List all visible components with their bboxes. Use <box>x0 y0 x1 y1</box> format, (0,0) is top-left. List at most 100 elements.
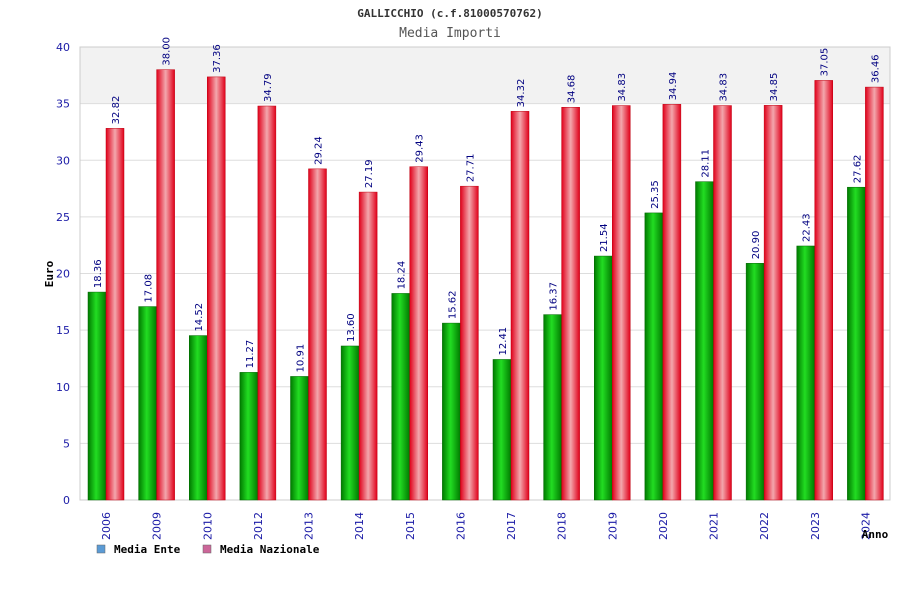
x-tick-label: 2014 <box>353 512 366 540</box>
legend-label: Media Ente <box>114 543 181 556</box>
x-tick-label: 2022 <box>758 512 771 540</box>
data-label: 18.24 <box>397 261 408 290</box>
bar-media-ente <box>644 212 664 501</box>
x-tick-label: 2012 <box>252 512 265 540</box>
y-tick-label: 25 <box>56 211 70 224</box>
data-label: 29.43 <box>415 134 426 163</box>
y-tick-label: 15 <box>56 324 70 337</box>
bar-media-ente <box>189 335 208 501</box>
x-tick-label: 2015 <box>404 512 417 540</box>
chart-title: GALLICCHIO (c.f.81000570762) <box>357 7 542 20</box>
y-tick-label: 10 <box>56 381 70 394</box>
bar-media-ente <box>290 376 309 501</box>
bar-media-nazionale <box>358 191 378 501</box>
data-label: 34.85 <box>769 73 780 102</box>
data-label: 34.83 <box>617 73 628 102</box>
data-label: 27.19 <box>364 159 375 188</box>
data-label: 34.94 <box>668 72 679 101</box>
bar-media-ente <box>695 181 714 501</box>
data-label: 15.62 <box>447 290 458 319</box>
data-label: 27.71 <box>465 154 476 183</box>
bar-media-nazionale <box>409 166 428 501</box>
data-label: 34.83 <box>719 73 730 102</box>
bar-media-nazionale <box>257 105 277 501</box>
chart-subtitle: Media Importi <box>399 26 501 41</box>
y-tick-label: 40 <box>56 41 70 54</box>
data-label: 11.27 <box>245 340 256 369</box>
data-label: 12.41 <box>498 327 509 356</box>
bar-media-ente <box>492 359 512 501</box>
y-tick-label: 0 <box>63 494 70 507</box>
x-axis-label: Anno <box>862 528 889 541</box>
data-label: 38.00 <box>162 37 173 66</box>
x-tick-label: 2021 <box>708 512 721 540</box>
bar-media-nazionale <box>156 69 175 501</box>
x-tick-label: 2018 <box>556 512 569 540</box>
bar-media-nazionale <box>713 105 732 501</box>
bar-media-ente <box>796 245 815 501</box>
legend-label: Media Nazionale <box>220 543 320 556</box>
bar-media-nazionale <box>105 128 125 501</box>
bar-media-nazionale <box>207 76 226 501</box>
data-label: 17.08 <box>144 274 155 303</box>
data-label: 18.36 <box>93 259 104 288</box>
x-axis-ticks: 2006 2009 2010 2012 2013 2014 2015 2016 2017 2018… <box>100 512 872 540</box>
data-label: 27.62 <box>852 155 863 184</box>
data-label: 10.91 <box>296 344 307 373</box>
y-tick-label: 35 <box>56 98 70 111</box>
data-label: 29.24 <box>314 136 325 165</box>
x-tick-label: 2010 <box>201 512 214 540</box>
y-axis-label: Euro <box>43 260 56 287</box>
data-label: 37.05 <box>820 48 831 77</box>
data-label: 14.52 <box>194 303 205 332</box>
data-label: 13.60 <box>346 313 357 342</box>
bar-media-ente <box>543 314 562 501</box>
x-tick-label: 2016 <box>454 512 467 540</box>
plot-border <box>79 46 891 501</box>
bar-media-ente <box>847 186 866 501</box>
x-tick-label: 2017 <box>505 512 518 540</box>
x-tick-label: 2013 <box>303 512 316 540</box>
bar-media-ente <box>391 293 410 501</box>
data-label: 37.36 <box>212 44 223 73</box>
bar-media-ente <box>442 322 461 501</box>
bar-media-nazionale <box>814 80 833 501</box>
data-label: 34.79 <box>263 73 274 102</box>
legend-swatch <box>96 544 106 554</box>
bar-media-ente <box>594 255 613 501</box>
x-tick-label: 2009 <box>151 512 164 540</box>
legend-swatch <box>202 544 212 554</box>
x-tick-label: 2019 <box>606 512 619 540</box>
legend: Media Ente Media Nazionale <box>96 543 320 556</box>
data-label: 21.54 <box>599 223 610 252</box>
y-tick-label: 5 <box>63 437 70 450</box>
data-label: 28.11 <box>701 149 712 178</box>
bar-media-ente <box>340 345 360 501</box>
x-tick-label: 2023 <box>809 512 822 540</box>
bar-media-ente <box>239 372 259 501</box>
bar-media-ente <box>87 291 107 501</box>
data-label: 32.82 <box>111 96 122 125</box>
y-tick-label: 30 <box>56 154 70 167</box>
bar-media-nazionale <box>510 111 530 501</box>
data-label: 34.32 <box>516 79 527 108</box>
x-tick-label: 2020 <box>657 512 670 540</box>
x-tick-label: 2024 <box>859 512 872 540</box>
bar-media-nazionale <box>308 168 327 501</box>
data-label: 25.35 <box>650 180 661 209</box>
bar-media-nazionale <box>865 86 884 501</box>
bars <box>87 69 884 501</box>
y-tick-label: 20 <box>56 268 70 281</box>
x-tick-label: 2006 <box>100 512 113 540</box>
data-label: 16.37 <box>549 282 560 311</box>
data-label: 22.43 <box>802 213 813 242</box>
bar-media-nazionale <box>460 185 479 501</box>
bar-media-nazionale <box>662 104 682 501</box>
y-axis-ticks: 0 5 10 15 20 25 30 35 40 <box>56 41 70 507</box>
data-label: 20.90 <box>751 231 762 260</box>
bar-media-ente <box>138 306 157 501</box>
data-labels: 18.36 32.82 17.08 38.00 14.52 37.36 11.27 34.79… <box>93 37 881 372</box>
data-label: 36.46 <box>870 54 881 83</box>
